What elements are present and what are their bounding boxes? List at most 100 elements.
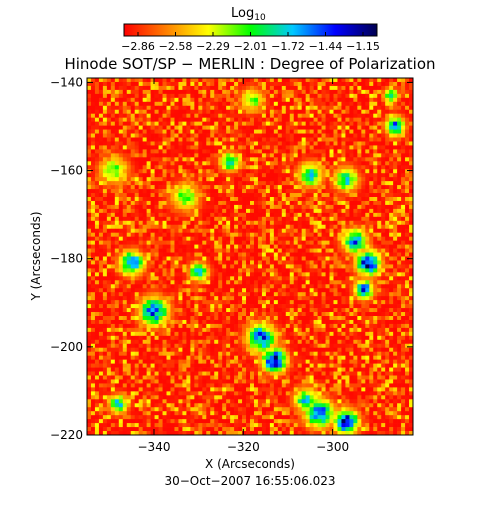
heatmap-cell (162, 145, 167, 150)
heatmap-cell (94, 296, 100, 301)
heatmap-cell (389, 204, 394, 210)
heatmap-cell (273, 212, 279, 218)
heatmap-cell (357, 125, 362, 130)
heatmap-cell (130, 153, 136, 158)
heatmap-cell (102, 105, 108, 111)
heatmap-cell (118, 216, 124, 222)
heatmap-cell (174, 177, 179, 182)
heatmap-cell (329, 173, 334, 178)
heatmap-cell (337, 153, 342, 158)
heatmap-cell (353, 304, 358, 309)
heatmap-cell (365, 212, 370, 218)
heatmap-cell (102, 200, 108, 206)
heatmap-cell (222, 272, 227, 277)
heatmap-cell (269, 256, 275, 261)
heatmap-cell (130, 304, 136, 309)
heatmap-cell (293, 153, 299, 158)
heatmap-cell (321, 109, 326, 115)
heatmap-cell (397, 248, 402, 253)
heatmap-cell (369, 157, 374, 162)
heatmap-cell (333, 145, 338, 150)
heatmap-cell (265, 157, 271, 162)
heatmap-cell (393, 308, 398, 313)
heatmap-cell (285, 157, 291, 162)
heatmap-cell (154, 109, 159, 115)
heatmap-cell (273, 133, 279, 138)
heatmap-cell (365, 312, 370, 317)
heatmap-cell (381, 220, 386, 226)
heatmap-cell (301, 240, 307, 245)
heatmap-cell (110, 189, 116, 194)
heatmap-cell (158, 268, 163, 273)
heatmap-cell (138, 244, 144, 249)
heatmap-cell (87, 212, 92, 218)
heatmap-cell (106, 204, 112, 210)
heatmap-cell (297, 280, 303, 285)
heatmap-cell (130, 296, 136, 301)
heatmap-cell (377, 200, 382, 206)
heatmap-cell (194, 197, 199, 202)
heatmap-cell (226, 89, 231, 95)
heatmap-cell (182, 93, 187, 99)
heatmap-cell (405, 288, 410, 293)
heatmap-cell (377, 137, 382, 142)
heatmap-cell (373, 252, 378, 257)
heatmap-cell (90, 252, 96, 257)
heatmap-cell (142, 149, 147, 154)
heatmap-cell (222, 296, 227, 301)
heatmap-cell (377, 248, 382, 253)
heatmap-cell (381, 133, 386, 138)
heatmap-cell (246, 149, 251, 154)
heatmap-cell (309, 228, 314, 234)
heatmap-cell (130, 89, 136, 95)
heatmap-cell (349, 141, 354, 146)
heatmap-cell (385, 252, 390, 257)
heatmap-cell (166, 109, 171, 115)
heatmap-cell (313, 165, 318, 170)
heatmap-cell (174, 78, 179, 83)
heatmap-cell (297, 268, 303, 273)
heatmap-cell (190, 85, 195, 91)
heatmap-cell (182, 185, 187, 190)
heatmap-cell (317, 157, 322, 162)
heatmap-cell (341, 185, 346, 190)
heatmap-cell (393, 101, 398, 107)
heatmap-cell (87, 129, 92, 134)
heatmap-cell (158, 212, 163, 218)
heatmap-cell (365, 145, 370, 150)
heatmap-cell (142, 220, 147, 226)
heatmap-cell (325, 121, 330, 126)
heatmap-cell (305, 113, 310, 119)
heatmap-cell (194, 153, 199, 158)
heatmap-cell (114, 181, 120, 186)
heatmap-cell (98, 141, 104, 146)
heatmap-cell (305, 208, 310, 214)
heatmap-cell (397, 208, 402, 214)
heatmap-cell (277, 212, 283, 218)
heatmap-cell (325, 93, 330, 99)
heatmap-cell (102, 284, 108, 289)
heatmap-cell (337, 169, 342, 174)
heatmap-cell (309, 85, 314, 91)
heatmap-cell (190, 216, 195, 222)
heatmap-cell (409, 220, 414, 226)
heatmap-cell (361, 208, 366, 214)
heatmap-cell (305, 316, 310, 321)
heatmap-cell (214, 208, 219, 214)
heatmap-cell (261, 177, 267, 182)
heatmap-cell (182, 300, 187, 305)
heatmap-cell (174, 304, 179, 309)
heatmap-cell (174, 161, 179, 166)
heatmap-cell (293, 216, 299, 222)
heatmap-cell (333, 296, 338, 301)
heatmap-cell (194, 208, 199, 214)
heatmap-cell (257, 113, 263, 119)
heatmap-cell (94, 244, 100, 249)
heatmap-cell (166, 189, 171, 194)
heatmap-cell (313, 185, 318, 190)
heatmap-cell (373, 300, 378, 305)
heatmap-cell (218, 236, 223, 241)
heatmap-cell (405, 105, 410, 111)
heatmap-cell (309, 177, 314, 182)
heatmap-cell (154, 189, 159, 194)
